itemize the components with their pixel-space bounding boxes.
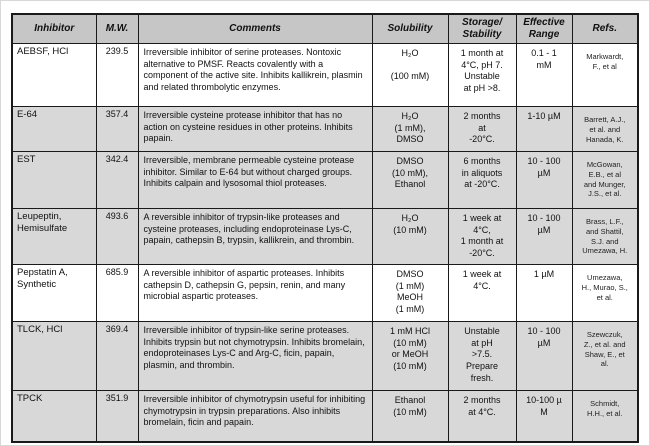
refs-cell: McGowan, E.B., et al and Munger, J.S., e… (571, 151, 639, 209)
inhibitor-table: Inhibitor M.W. Comments Solubility Stora… (11, 13, 639, 443)
effective-range-cell: 10 - 100 µM (515, 151, 573, 209)
solubility-cell: Ethanol (10 mM) (371, 390, 449, 442)
comments-cell: Irreversible inhibitor of serine proteas… (137, 43, 373, 107)
mw-cell: 351.9 (95, 390, 139, 442)
mw-cell: 685.9 (95, 264, 139, 322)
inhibitor-cell: Pepstatin A, Synthetic (11, 264, 97, 322)
mw-cell: 369.4 (95, 321, 139, 391)
refs-cell: Brass, L.F., and Shattil, S.J. and Umeza… (571, 208, 639, 265)
effective-range-cell: 10-100 µ M (515, 390, 573, 442)
comments-cell: A reversible inhibitor of aspartic prote… (137, 264, 373, 322)
column-header-inhibitor: Inhibitor (11, 13, 97, 44)
refs-cell: Umezawa, H., Murao, S., et al. (571, 264, 639, 322)
solubility-cell: 1 mM HCl (10 mM) or MeOH (10 mM) (371, 321, 449, 391)
mw-cell: 239.5 (95, 43, 139, 107)
storage-cell: 1 month at 4°C, pH 7. Unstable at pH >8. (447, 43, 517, 107)
storage-cell: Unstable at pH >7.5. Prepare fresh. (447, 321, 517, 391)
storage-cell: 1 week at 4°C, 1 month at -20°C. (447, 208, 517, 265)
table-row: AEBSF, HCl 239.5 Irreversible inhibitor … (11, 43, 639, 107)
inhibitor-cell: TLCK, HCl (11, 321, 97, 391)
inhibitor-cell: E-64 (11, 106, 97, 152)
storage-cell: 2 months at -20°C. (447, 106, 517, 152)
effective-range-cell: 10 - 100 µM (515, 208, 573, 265)
refs-cell: Schmidt, H.H., et al. (571, 390, 639, 442)
effective-range-cell: 1-10 µM (515, 106, 573, 152)
solubility-cell: H₂O (1 mM), DMSO (371, 106, 449, 152)
header-row: Inhibitor M.W. Comments Solubility Stora… (11, 13, 639, 44)
refs-cell: Barrett, A.J., et al. and Hanada, K. (571, 106, 639, 152)
storage-cell: 1 week at 4°C. (447, 264, 517, 322)
column-header-effective-range: Effective Range (515, 13, 573, 44)
effective-range-cell: 10 - 100 µM (515, 321, 573, 391)
column-header-solubility: Solubility (371, 13, 449, 44)
table-row: Leupeptin, Hemisulfate 493.6 A reversibl… (11, 208, 639, 265)
column-header-refs: Refs. (571, 13, 639, 44)
column-header-storage-stability: Storage/ Stability (447, 13, 517, 44)
solubility-cell: H₂O (10 mM) (371, 208, 449, 265)
refs-cell: Markwardt, F., et al (571, 43, 639, 107)
solubility-cell: H₂O (100 mM) (371, 43, 449, 107)
inhibitor-cell: AEBSF, HCl (11, 43, 97, 107)
table-row: TLCK, HCl 369.4 Irreversible inhibitor o… (11, 321, 639, 391)
storage-cell: 2 months at 4°C. (447, 390, 517, 442)
comments-cell: Irreversible inhibitor of trypsin-like s… (137, 321, 373, 391)
table-row: EST 342.4 Irreversible, membrane permeab… (11, 151, 639, 209)
effective-range-cell: 0.1 - 1 mM (515, 43, 573, 107)
mw-cell: 357.4 (95, 106, 139, 152)
inhibitor-cell: Leupeptin, Hemisulfate (11, 208, 97, 265)
effective-range-cell: 1 µM (515, 264, 573, 322)
refs-cell: Szewczuk, Z., et al. and Shaw, E., et al… (571, 321, 639, 391)
table-row: Pepstatin A, Synthetic 685.9 A reversibl… (11, 264, 639, 322)
inhibitor-cell: EST (11, 151, 97, 209)
comments-cell: A reversible inhibitor of trypsin-like p… (137, 208, 373, 265)
comments-cell: Irreversible inhibitor of chymotrypsin u… (137, 390, 373, 442)
column-header-mw: M.W. (95, 13, 139, 44)
mw-cell: 342.4 (95, 151, 139, 209)
comments-cell: Irreversible, membrane permeable cystein… (137, 151, 373, 209)
inhibitor-cell: TPCK (11, 390, 97, 442)
storage-cell: 6 months in aliquots at -20°C. (447, 151, 517, 209)
mw-cell: 493.6 (95, 208, 139, 265)
column-header-comments: Comments (137, 13, 373, 44)
solubility-cell: DMSO (1 mM) MeOH (1 mM) (371, 264, 449, 322)
comments-cell: Irreversible cysteine protease inhibitor… (137, 106, 373, 152)
table-row: TPCK 351.9 Irreversible inhibitor of chy… (11, 390, 639, 442)
table-row: E-64 357.4 Irreversible cysteine proteas… (11, 106, 639, 152)
solubility-cell: DMSO (10 mM), Ethanol (371, 151, 449, 209)
